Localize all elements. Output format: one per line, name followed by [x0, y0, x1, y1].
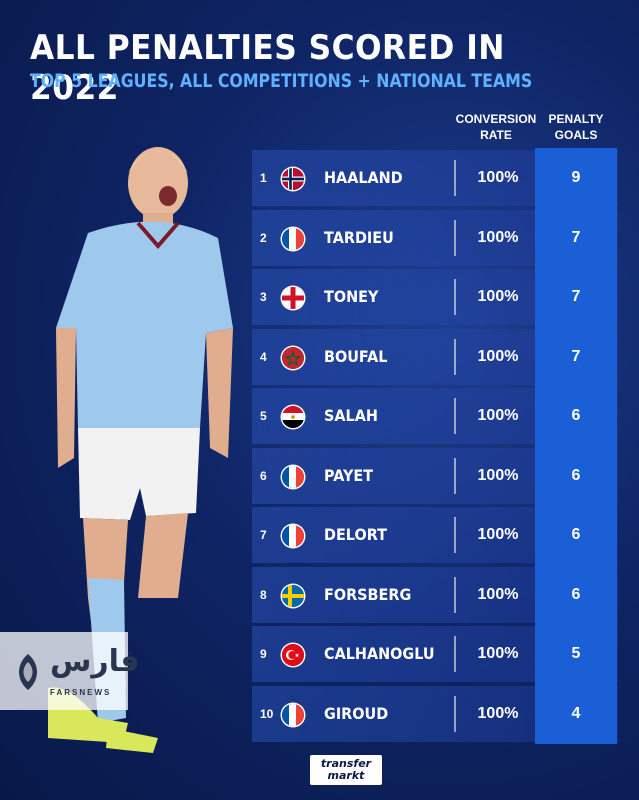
- england-flag-icon: [282, 287, 304, 309]
- logo-line2: markt: [327, 769, 365, 782]
- divider: [454, 279, 456, 315]
- player-name: FORSBERG: [324, 584, 412, 604]
- player-name: GIROUD: [324, 703, 389, 723]
- rank: 4: [260, 349, 267, 364]
- table-row: 6 PAYET 100% 6: [252, 445, 618, 506]
- conversion-rate-header-line2: RATE: [480, 128, 512, 142]
- penalty-goals: 7: [535, 207, 617, 268]
- watermark-subtext: FARSNEWS: [50, 688, 112, 697]
- morocco-flag-icon: [282, 346, 304, 369]
- divider: [454, 576, 456, 613]
- table-row: 5 SALAH 100% 6: [252, 386, 618, 446]
- penalty-goals-header-line1: PENALTY: [548, 112, 604, 126]
- divider: [454, 338, 456, 375]
- logo-line1: transfer: [320, 757, 372, 770]
- table-row: 4 BOUFAL 100% 7: [252, 326, 618, 387]
- conversion-rate: 100%: [477, 645, 519, 662]
- france-flag-icon: [282, 525, 304, 547]
- penalty-goals: 4: [535, 683, 617, 744]
- penalty-goals: 7: [535, 326, 617, 387]
- player-name: DELORT: [324, 525, 387, 544]
- turkey-flag-icon: [282, 644, 304, 666]
- rank: 1: [260, 171, 267, 185]
- norway-flag-icon: [282, 168, 304, 190]
- conversion-rate: 100%: [477, 169, 519, 186]
- rank: 9: [260, 647, 267, 661]
- divider: [454, 398, 456, 434]
- conversion-rate: 100%: [477, 347, 519, 365]
- egypt-flag-icon: [282, 406, 304, 428]
- divider: [454, 457, 456, 494]
- penalty-goals: 6: [535, 445, 617, 506]
- divider: [454, 219, 456, 256]
- conversion-rate: 100%: [477, 288, 519, 305]
- table-row: 9 CALHANOGLU 100% 5: [252, 624, 618, 684]
- watermark-text: فارس: [50, 644, 140, 679]
- table-row: 3 TONEY 100% 7: [252, 267, 618, 327]
- divider: [454, 517, 456, 553]
- conversion-rate-header-line1: CONVERSION: [455, 112, 537, 126]
- rank: 7: [260, 528, 267, 542]
- player-name: CALHANOGLU: [324, 644, 435, 663]
- penalty-goals-header: PENALTY GOALS: [543, 111, 609, 143]
- rank: 8: [260, 587, 267, 602]
- table-row: 10 GIROUD 100% 4: [252, 683, 618, 744]
- sweden-flag-icon: [282, 584, 304, 607]
- table-row: 7 DELORT 100% 6: [252, 505, 618, 565]
- penalty-goals: 6: [535, 505, 617, 565]
- table-row: 1 HAALAND 100% 9: [252, 148, 618, 208]
- conversion-rate: 100%: [477, 585, 519, 603]
- conversion-rate: 100%: [477, 228, 519, 246]
- page-subtitle: TOP 5 LEAGUES, ALL COMPETITIONS + NATION…: [30, 70, 533, 92]
- penalty-table: 1 HAALAND 100% 9 2 TARDIEU 100% 7 3 TONE…: [252, 148, 618, 745]
- penalty-goals: 9: [535, 148, 617, 208]
- conversion-rate: 100%: [477, 407, 519, 424]
- france-flag-icon: [282, 465, 304, 488]
- table-row: 2 TARDIEU 100% 7: [252, 207, 618, 268]
- penalty-goals-header-line2: GOALS: [554, 128, 598, 142]
- conversion-rate: 100%: [477, 466, 519, 484]
- farsnews-logo-icon: [19, 654, 37, 690]
- divider: [454, 160, 456, 196]
- page-title: ALL PENALTIES SCORED IN 2022: [30, 28, 505, 108]
- france-flag-icon: [282, 703, 304, 726]
- player-name: TONEY: [324, 287, 379, 306]
- divider: [454, 636, 456, 672]
- farsnews-watermark: فارس FARSNEWS: [0, 632, 140, 710]
- rank: 3: [260, 290, 267, 304]
- penalty-goals: 6: [535, 386, 617, 446]
- player-name: HAALAND: [324, 168, 403, 187]
- penalty-goals: 6: [535, 564, 617, 625]
- player-name: SALAH: [324, 406, 378, 425]
- rank: 2: [260, 230, 267, 245]
- conversion-rate: 100%: [477, 704, 519, 722]
- player-name: PAYET: [324, 465, 374, 485]
- table-row: 8 FORSBERG 100% 6: [252, 564, 618, 625]
- penalty-goals: 7: [535, 267, 617, 327]
- rank: 10: [260, 706, 274, 721]
- player-name: BOUFAL: [324, 346, 388, 366]
- transfermarkt-logo: transfer markt: [310, 755, 382, 785]
- rank: 5: [260, 409, 267, 423]
- rank: 6: [260, 468, 267, 483]
- conversion-rate-header: CONVERSION RATE: [453, 111, 539, 143]
- france-flag-icon: [282, 227, 304, 250]
- divider: [454, 695, 456, 732]
- conversion-rate: 100%: [477, 526, 519, 543]
- player-name: TARDIEU: [324, 227, 394, 247]
- penalty-goals: 5: [535, 624, 617, 684]
